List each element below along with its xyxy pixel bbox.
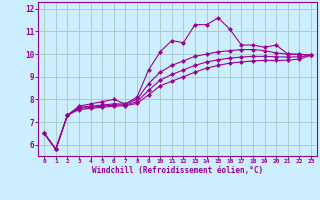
X-axis label: Windchill (Refroidissement éolien,°C): Windchill (Refroidissement éolien,°C) [92,166,263,175]
